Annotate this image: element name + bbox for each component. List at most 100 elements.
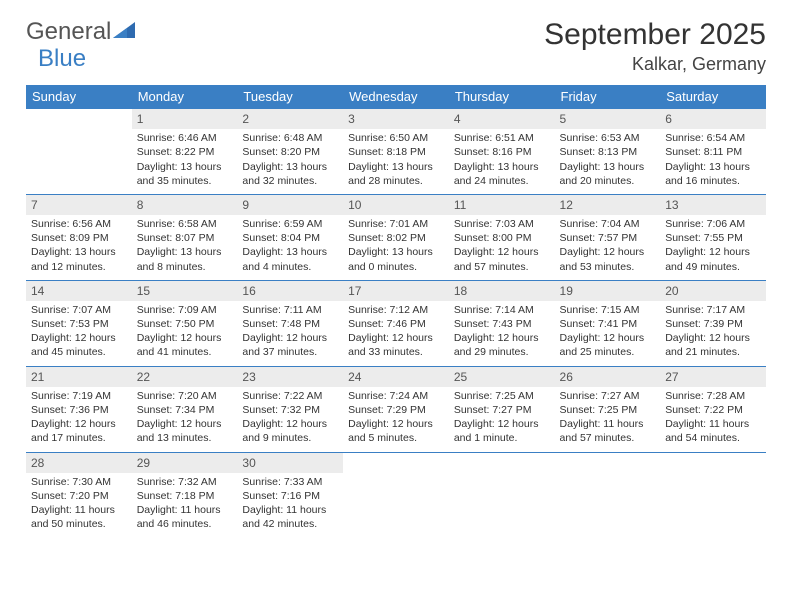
sunset-text: Sunset: 7:34 PM bbox=[137, 403, 233, 417]
calendar-cell: 7Sunrise: 6:56 AMSunset: 8:09 PMDaylight… bbox=[26, 194, 132, 280]
sunset-text: Sunset: 7:22 PM bbox=[665, 403, 761, 417]
sunset-text: Sunset: 8:02 PM bbox=[348, 231, 444, 245]
sunset-text: Sunset: 7:48 PM bbox=[242, 317, 338, 331]
calendar-cell: 30Sunrise: 7:33 AMSunset: 7:16 PMDayligh… bbox=[237, 452, 343, 537]
calendar-row: 21Sunrise: 7:19 AMSunset: 7:36 PMDayligh… bbox=[26, 366, 766, 452]
sunset-text: Sunset: 7:27 PM bbox=[454, 403, 550, 417]
day-number: 10 bbox=[343, 195, 449, 215]
day-number: 1 bbox=[132, 109, 238, 129]
daylight-text: Daylight: 12 hours and 17 minutes. bbox=[31, 417, 127, 445]
calendar-cell: 9 Sunrise: 6:59 AMSunset: 8:04 PMDaylight… bbox=[237, 194, 343, 280]
day-header: Thursday bbox=[449, 85, 555, 109]
sunset-text: Sunset: 7:32 PM bbox=[242, 403, 338, 417]
calendar-cell: 4Sunrise: 6:51 AMSunset: 8:16 PMDaylight… bbox=[449, 109, 555, 195]
day-header: Saturday bbox=[660, 85, 766, 109]
sunrise-text: Sunrise: 7:28 AM bbox=[665, 389, 761, 403]
day-number: 14 bbox=[26, 281, 132, 301]
calendar-cell: 2Sunrise: 6:48 AMSunset: 8:20 PMDaylight… bbox=[237, 109, 343, 195]
calendar-cell: 16Sunrise: 7:11 AMSunset: 7:48 PMDayligh… bbox=[237, 280, 343, 366]
daylight-text: Daylight: 13 hours and 8 minutes. bbox=[137, 245, 233, 273]
sunrise-text: Sunrise: 7:11 AM bbox=[242, 303, 338, 317]
sunset-text: Sunset: 7:41 PM bbox=[560, 317, 656, 331]
day-number: 27 bbox=[660, 367, 766, 387]
sunrise-text: Sunrise: 7:32 AM bbox=[137, 475, 233, 489]
sunset-text: Sunset: 7:55 PM bbox=[665, 231, 761, 245]
daylight-text: Daylight: 12 hours and 33 minutes. bbox=[348, 331, 444, 359]
day-number: 26 bbox=[555, 367, 661, 387]
day-number: 28 bbox=[26, 453, 132, 473]
daylight-text: Daylight: 12 hours and 21 minutes. bbox=[665, 331, 761, 359]
day-number: 6 bbox=[660, 109, 766, 129]
day-number: 21 bbox=[26, 367, 132, 387]
calendar-cell: 28Sunrise: 7:30 AMSunset: 7:20 PMDayligh… bbox=[26, 452, 132, 537]
sunrise-text: Sunrise: 6:46 AM bbox=[137, 131, 233, 145]
daylight-text: Daylight: 13 hours and 4 minutes. bbox=[242, 245, 338, 273]
daylight-text: Daylight: 13 hours and 28 minutes. bbox=[348, 160, 444, 188]
sunrise-text: Sunrise: 7:04 AM bbox=[560, 217, 656, 231]
day-header: Friday bbox=[555, 85, 661, 109]
day-header-row: Sunday Monday Tuesday Wednesday Thursday… bbox=[26, 85, 766, 109]
sunrise-text: Sunrise: 7:19 AM bbox=[31, 389, 127, 403]
daylight-text: Daylight: 12 hours and 45 minutes. bbox=[31, 331, 127, 359]
daylight-text: Daylight: 13 hours and 32 minutes. bbox=[242, 160, 338, 188]
logo-sub: Blue bbox=[38, 45, 86, 73]
calendar-row: 28Sunrise: 7:30 AMSunset: 7:20 PMDayligh… bbox=[26, 452, 766, 537]
calendar-cell: 18Sunrise: 7:14 AMSunset: 7:43 PMDayligh… bbox=[449, 280, 555, 366]
calendar-row: 1 Sunrise: 6:46 AMSunset: 8:22 PM Daylight… bbox=[26, 109, 766, 195]
sunset-text: Sunset: 8:20 PM bbox=[242, 145, 338, 159]
daylight-text: Daylight: 13 hours and 20 minutes. bbox=[560, 160, 656, 188]
sunset-text: Sunset: 7:16 PM bbox=[242, 489, 338, 503]
daylight-text: Daylight: 11 hours and 57 minutes. bbox=[560, 417, 656, 445]
daylight-text: Daylight: 12 hours and 41 minutes. bbox=[137, 331, 233, 359]
daylight-text: Daylight: 11 hours and 54 minutes. bbox=[665, 417, 761, 445]
daylight-text: Daylight: 13 hours and 24 minutes. bbox=[454, 160, 550, 188]
calendar-cell: 14Sunrise: 7:07 AMSunset: 7:53 PMDayligh… bbox=[26, 280, 132, 366]
day-number: 4 bbox=[449, 109, 555, 129]
sunset-text: Sunset: 8:22 PM bbox=[137, 145, 233, 159]
sunrise-text: Sunrise: 7:09 AM bbox=[137, 303, 233, 317]
sunrise-text: Sunrise: 6:50 AM bbox=[348, 131, 444, 145]
sunset-text: Sunset: 7:20 PM bbox=[31, 489, 127, 503]
sunset-text: Sunset: 7:57 PM bbox=[560, 231, 656, 245]
sunset-text: Sunset: 8:18 PM bbox=[348, 145, 444, 159]
sunrise-text: Sunrise: 6:56 AM bbox=[31, 217, 127, 231]
day-header: Monday bbox=[132, 85, 238, 109]
sunset-text: Sunset: 8:00 PM bbox=[454, 231, 550, 245]
calendar-cell: 12Sunrise: 7:04 AMSunset: 7:57 PMDayligh… bbox=[555, 194, 661, 280]
sunrise-text: Sunrise: 7:17 AM bbox=[665, 303, 761, 317]
day-number: 8 bbox=[132, 195, 238, 215]
day-number: 23 bbox=[237, 367, 343, 387]
calendar-cell bbox=[449, 452, 555, 537]
day-number: 13 bbox=[660, 195, 766, 215]
logo-text-blue: Blue bbox=[38, 45, 86, 72]
day-header: Sunday bbox=[26, 85, 132, 109]
calendar-cell: 20Sunrise: 7:17 AMSunset: 7:39 PMDayligh… bbox=[660, 280, 766, 366]
sunset-text: Sunset: 7:50 PM bbox=[137, 317, 233, 331]
sunset-text: Sunset: 7:46 PM bbox=[348, 317, 444, 331]
daylight-text: Daylight: 12 hours and 5 minutes. bbox=[348, 417, 444, 445]
daylight-text: Daylight: 12 hours and 25 minutes. bbox=[560, 331, 656, 359]
daylight-text: Daylight: 13 hours and 0 minutes. bbox=[348, 245, 444, 273]
calendar-cell: 3Sunrise: 6:50 AMSunset: 8:18 PMDaylight… bbox=[343, 109, 449, 195]
calendar-cell: 19Sunrise: 7:15 AMSunset: 7:41 PMDayligh… bbox=[555, 280, 661, 366]
day-header: Tuesday bbox=[237, 85, 343, 109]
sunrise-text: Sunrise: 6:59 AM bbox=[242, 217, 338, 231]
sunset-text: Sunset: 8:04 PM bbox=[242, 231, 338, 245]
calendar-cell: 1Sunrise: 6:46 AMSunset: 8:22 PMDaylight… bbox=[132, 109, 238, 195]
sunrise-text: Sunrise: 7:03 AM bbox=[454, 217, 550, 231]
daylight-text: Daylight: 12 hours and 57 minutes. bbox=[454, 245, 550, 273]
day-number: 22 bbox=[132, 367, 238, 387]
calendar-cell bbox=[555, 452, 661, 537]
header: General September 2025 Kalkar, Germany bbox=[26, 18, 766, 75]
calendar-cell: 29Sunrise: 7:32 AMSunset: 7:18 PMDayligh… bbox=[132, 452, 238, 537]
sunrise-text: Sunrise: 7:01 AM bbox=[348, 217, 444, 231]
calendar-cell: 21Sunrise: 7:19 AMSunset: 7:36 PMDayligh… bbox=[26, 366, 132, 452]
day-number: 9 bbox=[237, 195, 343, 215]
calendar-cell: 5Sunrise: 6:53 AMSunset: 8:13 PMDaylight… bbox=[555, 109, 661, 195]
sunrise-text: Sunrise: 6:58 AM bbox=[137, 217, 233, 231]
calendar-cell: 25Sunrise: 7:25 AMSunset: 7:27 PMDayligh… bbox=[449, 366, 555, 452]
day-number: 25 bbox=[449, 367, 555, 387]
calendar-cell: 13Sunrise: 7:06 AMSunset: 7:55 PMDayligh… bbox=[660, 194, 766, 280]
sunrise-text: Sunrise: 7:12 AM bbox=[348, 303, 444, 317]
sunset-text: Sunset: 8:07 PM bbox=[137, 231, 233, 245]
